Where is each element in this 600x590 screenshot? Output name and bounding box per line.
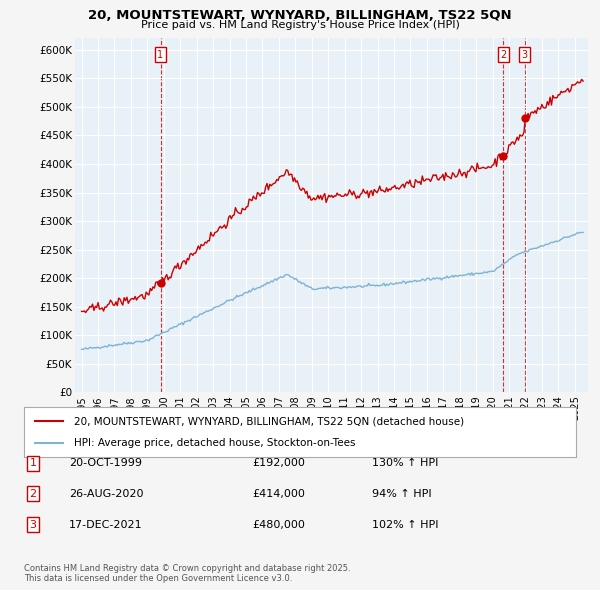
Text: 102% ↑ HPI: 102% ↑ HPI [372,520,439,529]
Text: 2: 2 [500,50,506,60]
Text: 1: 1 [157,50,164,60]
Text: £192,000: £192,000 [252,458,305,468]
Text: 3: 3 [29,520,37,529]
Text: 94% ↑ HPI: 94% ↑ HPI [372,489,431,499]
Text: 3: 3 [522,50,528,60]
Text: 2: 2 [29,489,37,499]
Text: 1: 1 [29,458,37,468]
Text: 17-DEC-2021: 17-DEC-2021 [69,520,143,529]
Text: £414,000: £414,000 [252,489,305,499]
Text: HPI: Average price, detached house, Stockton-on-Tees: HPI: Average price, detached house, Stoc… [74,438,355,448]
Text: 20, MOUNTSTEWART, WYNYARD, BILLINGHAM, TS22 5QN: 20, MOUNTSTEWART, WYNYARD, BILLINGHAM, T… [88,9,512,22]
Text: 130% ↑ HPI: 130% ↑ HPI [372,458,439,468]
Text: 20-OCT-1999: 20-OCT-1999 [69,458,142,468]
Text: 20, MOUNTSTEWART, WYNYARD, BILLINGHAM, TS22 5QN (detached house): 20, MOUNTSTEWART, WYNYARD, BILLINGHAM, T… [74,416,464,426]
Text: £480,000: £480,000 [252,520,305,529]
Text: Contains HM Land Registry data © Crown copyright and database right 2025.
This d: Contains HM Land Registry data © Crown c… [24,563,350,583]
Text: 26-AUG-2020: 26-AUG-2020 [69,489,143,499]
Text: Price paid vs. HM Land Registry's House Price Index (HPI): Price paid vs. HM Land Registry's House … [140,20,460,30]
